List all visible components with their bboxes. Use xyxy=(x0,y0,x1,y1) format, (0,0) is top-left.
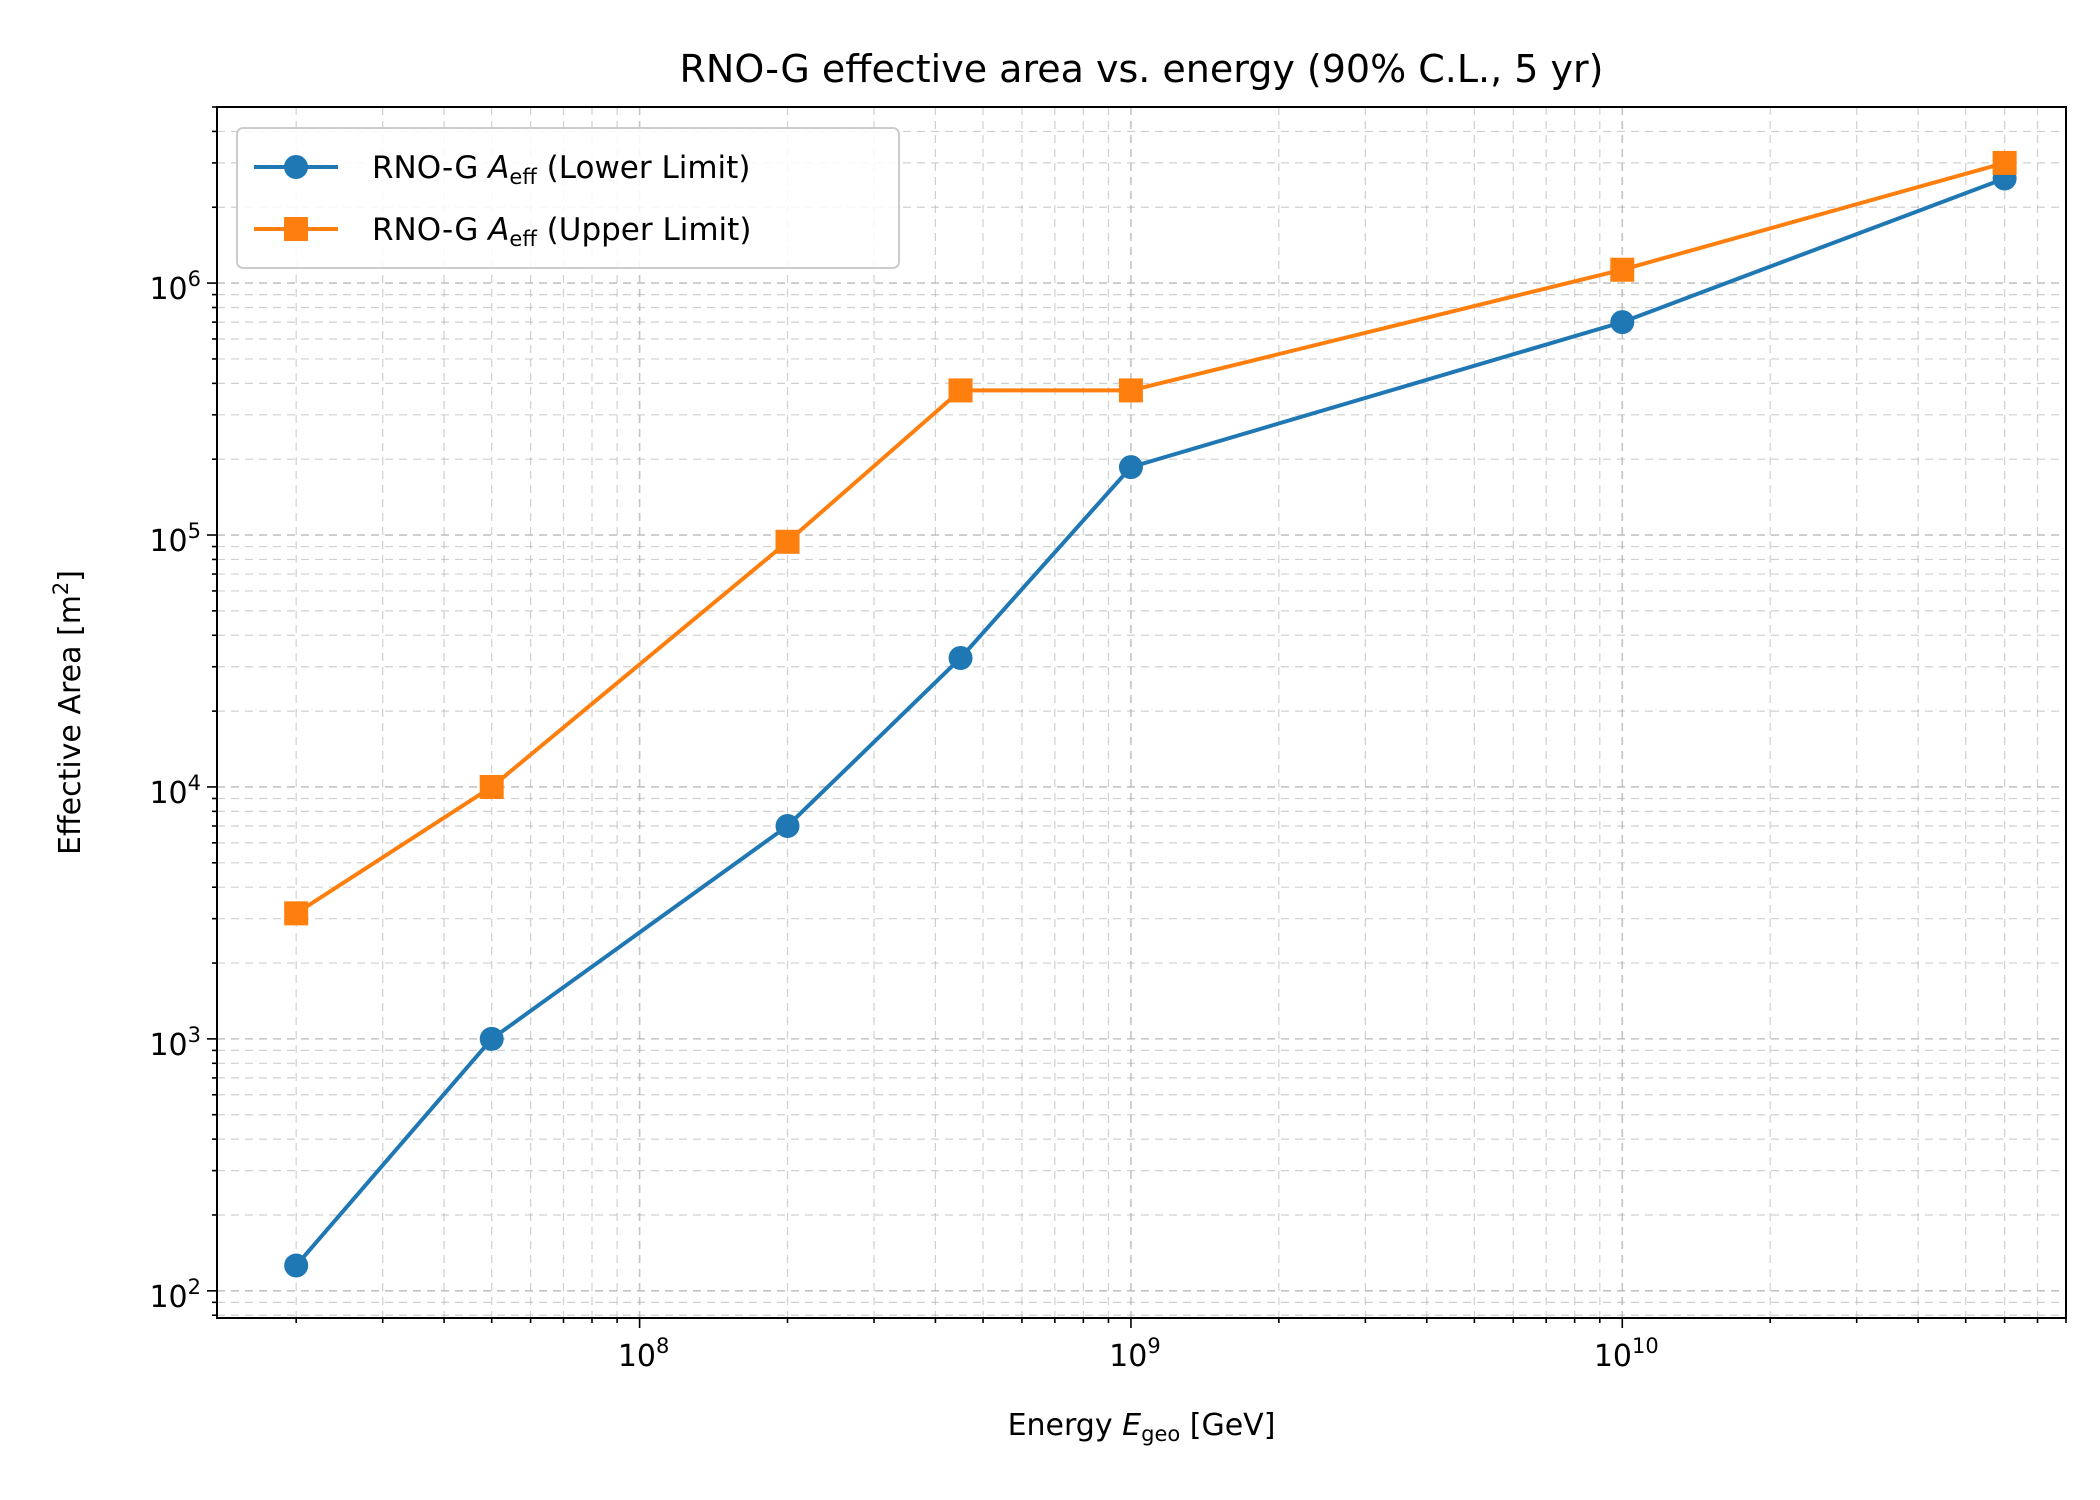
legend-entry-upper-limit: RNO-G Aeff (Upper Limit) xyxy=(254,212,751,251)
legend-label-upper-limit: RNO-G Aeff (Upper Limit) xyxy=(372,212,751,251)
data-point-lower-limit xyxy=(948,645,973,670)
plot-frame xyxy=(216,106,2067,1319)
data-point-lower-limit xyxy=(1118,455,1143,480)
chart-title: RNO-G effective area vs. energy (90% C.L… xyxy=(680,47,1604,91)
data-point-upper-limit xyxy=(775,529,800,554)
y-tick-label: 106 xyxy=(149,267,201,307)
grid xyxy=(217,106,2067,1318)
series-layer xyxy=(284,150,2017,1278)
data-point-upper-limit xyxy=(1992,150,2017,175)
data-point-lower-limit xyxy=(1610,310,1635,335)
legend-marker-circle xyxy=(284,155,308,179)
data-point-upper-limit xyxy=(479,774,504,799)
y-tick-label: 105 xyxy=(149,519,201,559)
y-tick-label: 104 xyxy=(149,771,201,811)
legend: RNO-G Aeff (Lower Limit) RNO-G Aeff (Upp… xyxy=(236,127,900,269)
legend-box xyxy=(236,127,900,269)
legend-label-lower-limit: RNO-G Aeff (Lower Limit) xyxy=(372,150,750,189)
y-tick-label: 102 xyxy=(149,1275,201,1315)
data-point-lower-limit xyxy=(284,1253,309,1278)
ticks: 108 109 1010 102 103 104 105 106 xyxy=(149,106,2067,1374)
x-axis-label: Energy Egeo [GeV] xyxy=(1008,1408,1276,1446)
x-tick-label: 1010 xyxy=(1594,1334,1659,1374)
x-tick-label: 109 xyxy=(1109,1334,1161,1374)
data-point-lower-limit xyxy=(775,813,800,838)
legend-entry-lower-limit: RNO-G Aeff (Lower Limit) xyxy=(254,150,750,189)
data-point-lower-limit xyxy=(479,1026,504,1051)
data-point-upper-limit xyxy=(1118,378,1143,403)
data-point-upper-limit xyxy=(1610,257,1635,282)
y-tick-label: 103 xyxy=(149,1023,201,1063)
y-axis-label: Effective Area [m2] xyxy=(49,570,88,855)
data-point-upper-limit xyxy=(284,901,309,926)
x-tick-label: 108 xyxy=(618,1334,670,1374)
data-point-upper-limit xyxy=(948,378,973,403)
legend-marker-square xyxy=(284,217,308,241)
